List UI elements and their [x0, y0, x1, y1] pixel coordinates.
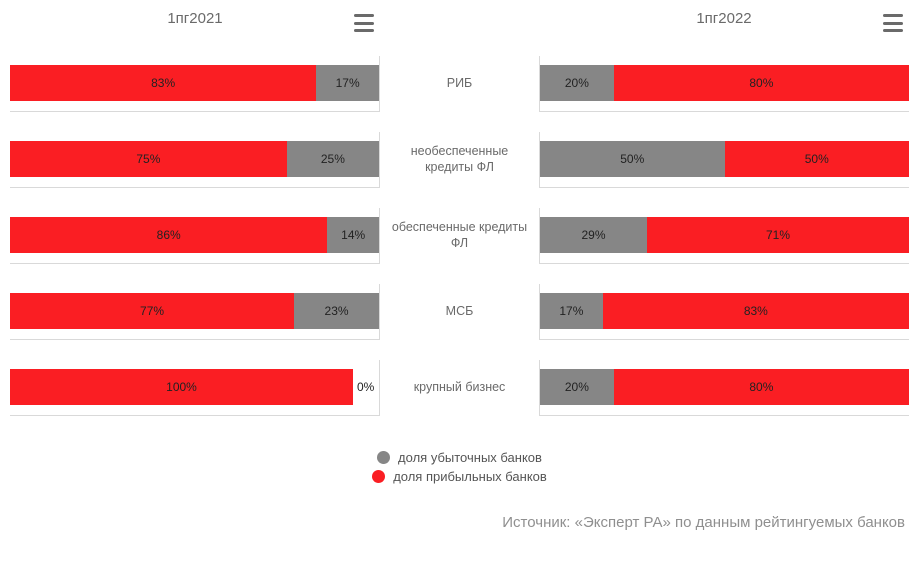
category-label: обеспеченные кредиты ФЛ — [380, 220, 539, 251]
bar-segment-profitable: 71% — [647, 217, 909, 253]
bar-segment-unprofitable: 17% — [316, 65, 379, 101]
bar-row-left: 100%0% — [10, 360, 380, 416]
bar-segment-unprofitable: 20% — [540, 65, 614, 101]
category-label: крупный бизнес — [380, 380, 539, 396]
chart-title-right: 1пг2022 — [539, 10, 909, 27]
category-label: РИБ — [380, 76, 539, 92]
category-label: МСБ — [380, 304, 539, 320]
bar-row-left: 86%14% — [10, 208, 380, 264]
legend-label: доля убыточных банков — [398, 450, 542, 465]
bar-row-right: 20%80% — [539, 360, 909, 416]
bar-segment-unprofitable: 0% — [353, 369, 379, 405]
bar-segment-unprofitable: 25% — [287, 141, 379, 177]
chart-panel-left: 83%17% 75%25% 86%14% 77%23% 100%0% — [10, 46, 380, 426]
bar-row-right: 17%83% — [539, 284, 909, 340]
bar-segment-unprofitable: 50% — [540, 141, 725, 177]
category-label: необеспеченные кредиты ФЛ — [380, 144, 539, 175]
bar-row-left: 75%25% — [10, 132, 380, 188]
bar-segment-unprofitable: 17% — [540, 293, 603, 329]
bar-segment-profitable: 80% — [614, 65, 909, 101]
bar-segment-profitable: 100% — [10, 369, 353, 405]
legend-swatch-profitable — [372, 470, 385, 483]
bar-row-right: 20%80% — [539, 56, 909, 112]
source-text: Источник: «Эксперт РА» по данным рейтинг… — [10, 514, 909, 531]
bar-row-left: 77%23% — [10, 284, 380, 340]
bar-segment-profitable: 83% — [10, 65, 316, 101]
chart-title-left: 1пг2021 — [10, 10, 380, 27]
bar-segment-unprofitable: 29% — [540, 217, 647, 253]
chart-panel-right: 20%80%50%50%29%71%17%83%20%80% — [539, 46, 909, 426]
bar-segment-profitable: 86% — [10, 217, 327, 253]
bar-segment-profitable: 50% — [725, 141, 910, 177]
bar-segment-profitable: 80% — [614, 369, 909, 405]
bar-segment-profitable: 77% — [10, 293, 294, 329]
legend-label: доля прибыльных банков — [393, 469, 547, 484]
legend-item: доля прибыльных банков — [372, 469, 547, 484]
legend: доля убыточных банков доля прибыльных бан… — [10, 450, 909, 484]
bar-row-right: 29%71% — [539, 208, 909, 264]
legend-item: доля убыточных банков — [377, 450, 542, 465]
menu-icon[interactable] — [883, 14, 903, 32]
bar-row-left: 83%17% — [10, 56, 380, 112]
bar-segment-profitable: 75% — [10, 141, 287, 177]
legend-swatch-unprofitable — [377, 451, 390, 464]
bar-row-right: 50%50% — [539, 132, 909, 188]
menu-icon[interactable] — [354, 14, 374, 32]
bar-segment-unprofitable: 14% — [327, 217, 379, 253]
bar-segment-unprofitable: 23% — [294, 293, 379, 329]
category-column: РИБ необеспеченные кредиты ФЛ обеспеченные… — [380, 46, 539, 426]
bar-segment-profitable: 83% — [603, 293, 909, 329]
bar-segment-unprofitable: 20% — [540, 369, 614, 405]
